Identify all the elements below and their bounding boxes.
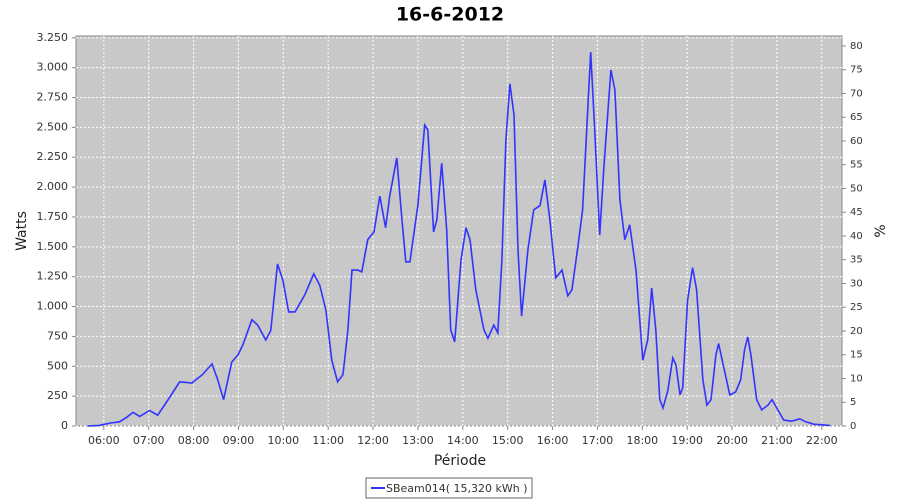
x-tick-label: 14:00 xyxy=(447,434,479,447)
y-tick-label: 0 xyxy=(61,419,68,432)
x-tick-label: 07:00 xyxy=(133,434,165,447)
y-tick-label: 1.250 xyxy=(37,270,69,283)
chart-title: 16-6-2012 xyxy=(396,4,504,26)
y-tick-label: 2.750 xyxy=(37,91,69,104)
x-tick-label: 16:00 xyxy=(537,434,569,447)
y2-tick-label: 45 xyxy=(850,207,863,218)
plot-area xyxy=(75,35,843,427)
y2-tick-label: 65 xyxy=(850,112,863,123)
y-tick-label: 2.500 xyxy=(37,120,69,133)
x-tick-label: 15:00 xyxy=(492,434,524,447)
x-tick-label: 13:00 xyxy=(402,434,434,447)
y-tick-label: 250 xyxy=(47,389,68,402)
y2-tick-label: 5 xyxy=(850,397,856,408)
y-axis-label: Watts xyxy=(14,211,30,251)
y-tick-label: 2.250 xyxy=(37,150,69,163)
y-tick-label: 3.000 xyxy=(37,61,69,74)
x-tick-label: 17:00 xyxy=(582,434,614,447)
x-tick-label: 19:00 xyxy=(671,434,703,447)
y-tick-label: 1.750 xyxy=(37,210,69,223)
y2-tick-label: 35 xyxy=(850,255,863,266)
y-tick-label: 1.000 xyxy=(37,300,69,313)
line-series xyxy=(87,52,830,427)
y2-tick-label: 75 xyxy=(850,65,863,76)
y2-tick-label: 10 xyxy=(850,373,863,384)
y2-tick-label: 25 xyxy=(850,302,863,313)
y2-tick-label: 40 xyxy=(850,231,863,242)
y2-tick-label: 20 xyxy=(850,326,863,337)
y2-tick-label: 0 xyxy=(850,421,856,432)
y2-tick-label: 80 xyxy=(850,41,863,52)
x-tick-label: 10:00 xyxy=(267,434,299,447)
x-tick-label: 20:00 xyxy=(716,434,748,447)
y2-tick-label: 50 xyxy=(850,183,863,194)
x-tick-label: 11:00 xyxy=(312,434,344,447)
x-tick-label: 22:00 xyxy=(806,434,838,447)
y-tick-label: 2.000 xyxy=(37,180,69,193)
y2-axis-label: % xyxy=(873,224,889,237)
x-tick-label: 18:00 xyxy=(626,434,658,447)
y2-tick-label: 60 xyxy=(850,136,863,147)
y-tick-label: 750 xyxy=(47,329,68,342)
y-tick-label: 3.250 xyxy=(37,31,69,44)
legend-label: SBeam014( 15,320 kWh ) xyxy=(386,482,528,495)
x-tick-label: 12:00 xyxy=(357,434,389,447)
x-tick-label: 08:00 xyxy=(178,434,210,447)
y2-tick-label: 30 xyxy=(850,278,863,289)
y2-tick-label: 55 xyxy=(850,160,863,171)
y-tick-label: 500 xyxy=(47,359,68,372)
legend xyxy=(365,477,533,499)
y-tick-label: 1.500 xyxy=(37,240,69,253)
x-axis-label: Période xyxy=(434,453,486,469)
x-tick-label: 21:00 xyxy=(761,434,793,447)
y2-tick-label: 70 xyxy=(850,88,863,99)
y2-tick-label: 15 xyxy=(850,350,863,361)
x-tick-label: 09:00 xyxy=(223,434,255,447)
x-tick-label: 06:00 xyxy=(88,434,120,447)
